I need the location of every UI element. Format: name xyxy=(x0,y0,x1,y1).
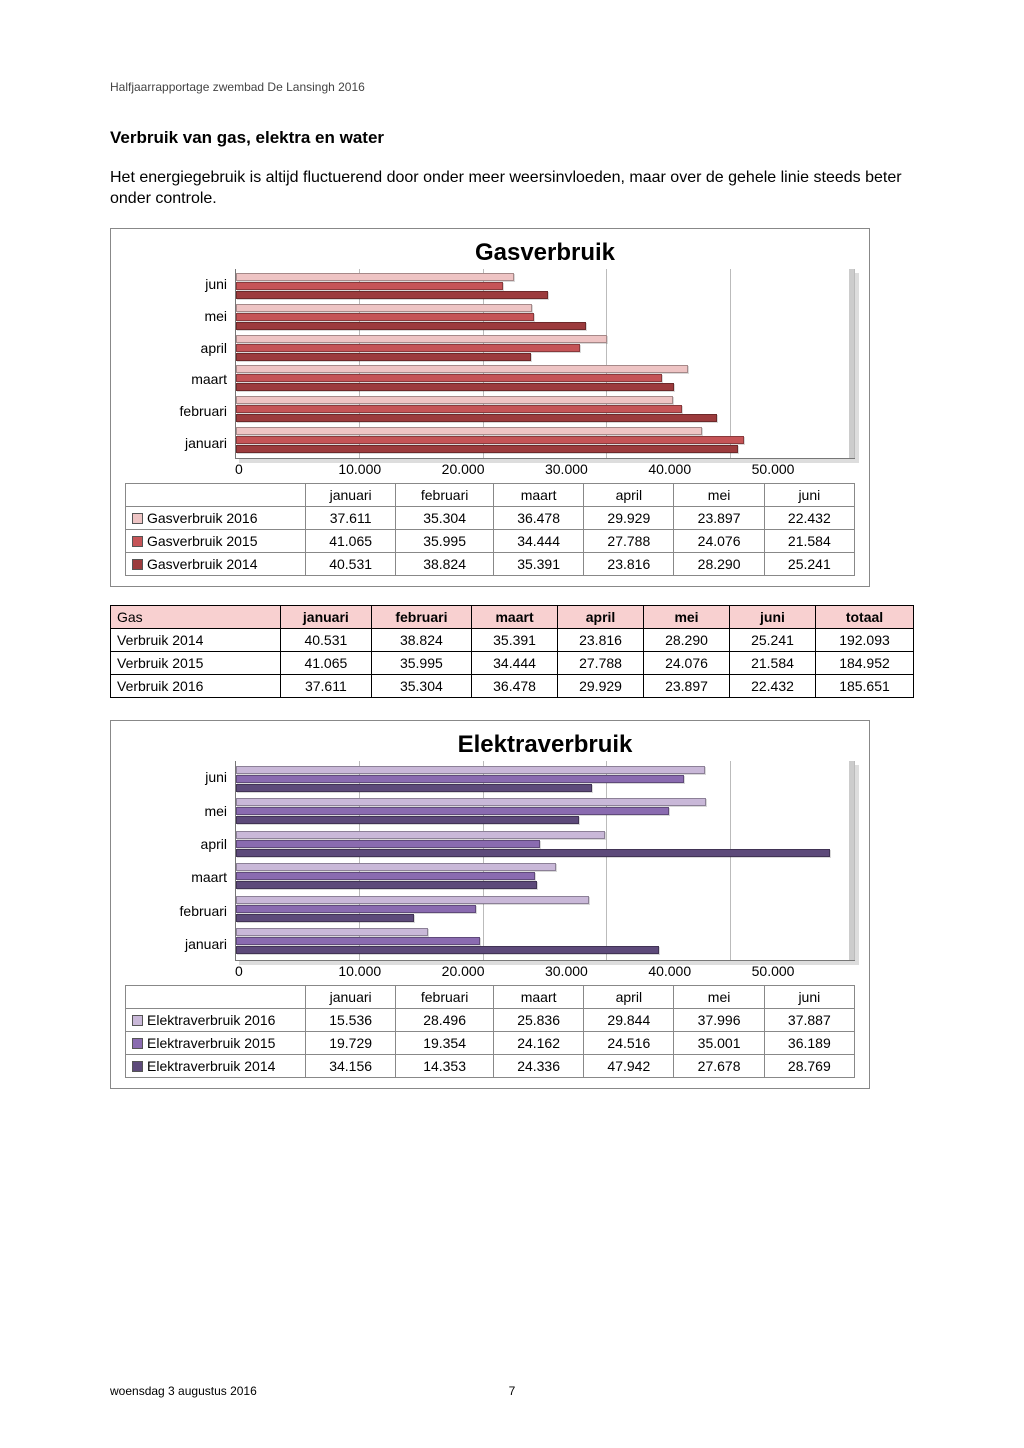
bar xyxy=(236,881,537,889)
bar xyxy=(236,816,579,824)
bar xyxy=(236,335,607,343)
bar xyxy=(236,946,659,954)
gas-x-axis: 010.00020.00030.00040.00050.000 xyxy=(235,459,855,477)
bar xyxy=(236,396,673,404)
bar xyxy=(236,784,592,792)
elektra-y-labels: junimeiaprilmaartfebruarijanuari xyxy=(125,761,235,961)
bar xyxy=(236,427,702,435)
doc-header: Halfjaarrapportage zwembad De Lansingh 2… xyxy=(110,80,914,94)
bar xyxy=(236,445,738,453)
bar xyxy=(236,304,532,312)
bar xyxy=(236,322,586,330)
bar xyxy=(236,840,540,848)
gas-chart-box: Gasverbruik junimeiaprilmaartfebruarijan… xyxy=(110,228,870,587)
bar xyxy=(236,807,669,815)
page-number: 7 xyxy=(509,1384,516,1398)
gas-summary-table: Gas januari februari maart april mei jun… xyxy=(110,605,914,698)
bar xyxy=(236,872,535,880)
bar xyxy=(236,313,534,321)
elektra-chart-table: januarifebruarimaartaprilmeijuni Elektra… xyxy=(125,985,855,1078)
bar xyxy=(236,905,476,913)
bar xyxy=(236,273,514,281)
bar xyxy=(236,353,531,361)
bar xyxy=(236,831,605,839)
bar xyxy=(236,383,674,391)
gas-y-labels: junimeiaprilmaartfebruarijanuari xyxy=(125,269,235,459)
page-footer: woensdag 3 augustus 2016 7 xyxy=(110,1384,914,1398)
bar xyxy=(236,365,688,373)
footer-date: woensdag 3 augustus 2016 xyxy=(110,1384,257,1398)
bar xyxy=(236,863,556,871)
bar xyxy=(236,282,503,290)
bar xyxy=(236,766,705,774)
gas-summary-header: Gas xyxy=(111,605,281,628)
bar xyxy=(236,849,830,857)
bar xyxy=(236,775,684,783)
bar xyxy=(236,937,480,945)
gas-plot xyxy=(235,269,855,459)
section-title: Verbruik van gas, elektra en water xyxy=(110,128,914,148)
bar xyxy=(236,928,428,936)
bar xyxy=(236,344,580,352)
elektra-plot xyxy=(235,761,855,961)
elektra-chart-title: Elektraverbruik xyxy=(235,731,855,759)
bar xyxy=(236,414,717,422)
bar xyxy=(236,436,744,444)
bar xyxy=(236,374,662,382)
elektra-chart-box: Elektraverbruik junimeiaprilmaartfebruar… xyxy=(110,720,870,1089)
bar xyxy=(236,291,548,299)
gas-chart-table: januarifebruarimaartaprilmeijuni Gasverb… xyxy=(125,483,855,576)
bar xyxy=(236,405,682,413)
bar xyxy=(236,914,414,922)
gas-chart-title: Gasverbruik xyxy=(235,239,855,267)
intro-paragraph: Het energiegebruik is altijd fluctuerend… xyxy=(110,168,914,210)
bar xyxy=(236,798,706,806)
bar xyxy=(236,896,589,904)
elektra-x-axis: 010.00020.00030.00040.00050.000 xyxy=(235,961,855,979)
